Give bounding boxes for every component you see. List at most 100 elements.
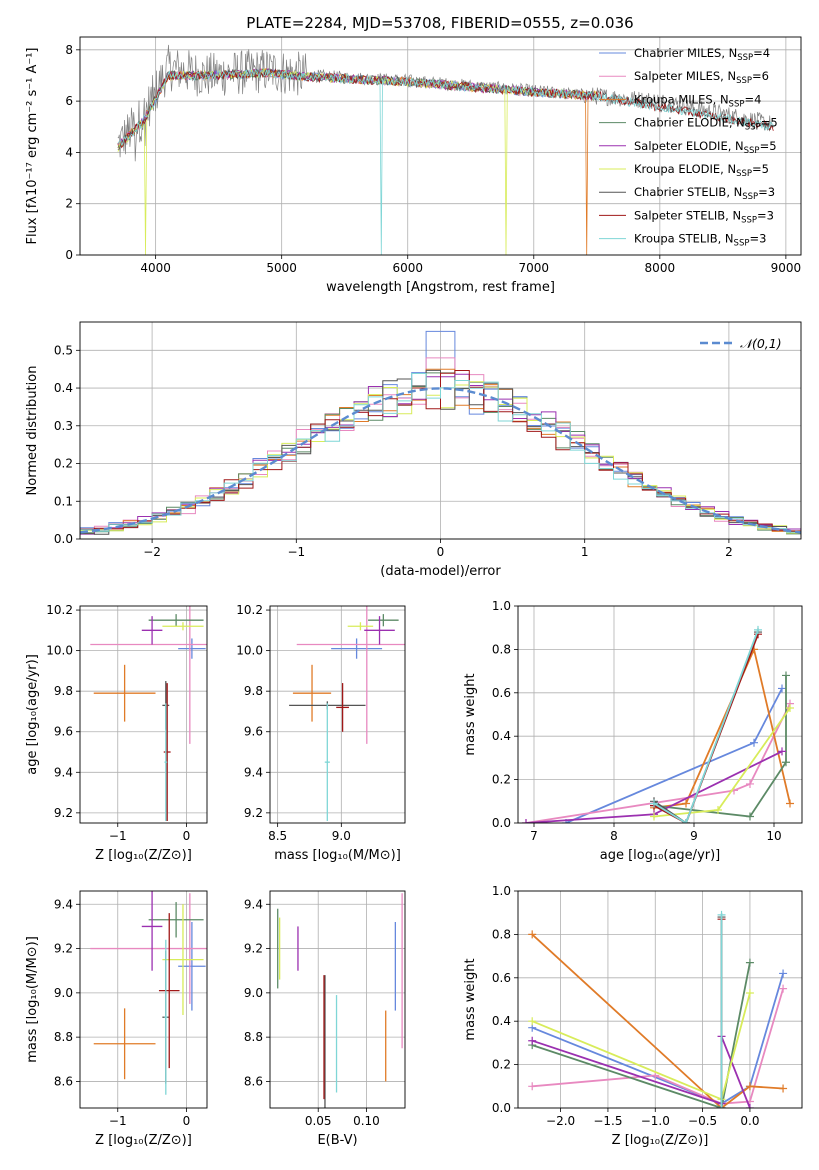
weight-marker: [745, 1082, 754, 1091]
y-tick-label: 9.8: [244, 684, 263, 698]
weight-marker: [786, 799, 794, 808]
x-tick-label: 5000: [266, 261, 297, 275]
y-tick-label: 8: [65, 43, 73, 57]
x-tick-label: −1: [287, 545, 305, 559]
x-axis-label: (data-model)/error: [380, 564, 501, 579]
x-tick-label: 4000: [140, 261, 171, 275]
legend-entry: Chabrier ELODIE, NSSP=5: [634, 116, 778, 133]
x-axis-label: Z [log₁₀(Z/Z⊙)]: [95, 1133, 192, 1148]
y-tick-label: 9.6: [244, 725, 263, 739]
x-axis-label: Z [log₁₀(Z/Z⊙)]: [95, 848, 192, 863]
legend-entry: Kroupa STELIB, NSSP=3: [634, 232, 766, 249]
figure-title: PLATE=2284, MJD=53708, FIBERID=0555, z=0…: [246, 14, 633, 32]
weight-marker: [528, 1036, 537, 1045]
x-tick-label: −1: [109, 829, 127, 843]
y-tick-label: 8.6: [54, 1074, 73, 1088]
x-axis-label: mass [log₁₀(M/M⊙)]: [274, 848, 401, 863]
y-tick-label: 8.8: [244, 1030, 263, 1044]
y-tick-label: 0.2: [54, 457, 73, 471]
legend-entry: 𝒩(0,1): [740, 336, 782, 351]
x-tick-label: 8.5: [268, 829, 287, 843]
y-axis-label: mass weight: [463, 673, 478, 755]
weight-marker: [650, 812, 658, 821]
y-axis-label: Flux [fλ10⁻¹⁷ erg cm⁻² s⁻¹ A⁻¹]: [25, 48, 40, 245]
y-tick-label: 9.4: [54, 765, 73, 779]
y-tick-label: 9.0: [54, 986, 73, 1000]
y-tick-label: 9.8: [54, 684, 73, 698]
y-tick-label: 0: [65, 248, 73, 262]
axes-frame: [79, 890, 208, 1109]
weight-marker: [682, 819, 690, 823]
y-tick-label: 0.4: [492, 1014, 511, 1028]
y-tick-label: 9.6: [54, 725, 73, 739]
y-tick-label: 9.2: [244, 942, 263, 956]
y-tick-label: 4: [65, 145, 73, 159]
y-tick-label: 9.2: [54, 942, 73, 956]
weight-marker: [714, 805, 722, 814]
weight-marker: [782, 671, 790, 680]
y-axis-label: mass [log₁₀(M/M⊙)]: [25, 936, 40, 1063]
x-tick-label: 10: [766, 829, 781, 843]
x-tick-label: −2.0: [546, 1114, 575, 1128]
legend-entry: Salpeter ELODIE, NSSP=5: [634, 139, 777, 156]
y-axis-label: Normed distribution: [25, 366, 40, 496]
y-tick-label: 10.0: [236, 644, 263, 658]
weight-marker: [522, 819, 530, 823]
weight-line-3: [531, 962, 751, 1108]
x-tick-label: −1: [109, 1114, 127, 1128]
weight-line-0: [531, 973, 784, 1105]
weight-marker: [528, 1082, 537, 1091]
weight-marker: [779, 984, 788, 993]
x-axis-label: age [log₁₀(age/yr)]: [600, 848, 721, 863]
x-tick-label: 0: [437, 545, 445, 559]
y-tick-label: 2: [65, 197, 73, 211]
panel-spectrum: Chabrier MILES, NSSP=4 Salpeter MILES, NS…: [25, 36, 802, 295]
y-tick-label: 8.8: [54, 1030, 73, 1044]
x-tick-label: −1.5: [593, 1114, 622, 1128]
x-tick-label: −2: [143, 545, 161, 559]
x-tick-label: 0.10: [353, 1114, 380, 1128]
x-tick-label: 8: [610, 829, 618, 843]
axes-frame: [79, 36, 802, 256]
weight-marker: [745, 958, 754, 967]
panel-mass-weight-vs-age: 7 8 9 10 0.0 0.2 0.4 0.6 0.8 1.0 age [log₁₀(age/yr…: [463, 599, 803, 863]
x-tick-label: 2: [725, 545, 733, 559]
y-tick-label: 9.4: [54, 897, 73, 911]
y-tick-label: 9.4: [244, 765, 263, 779]
weight-line-7: [653, 633, 759, 823]
x-tick-label: 0: [183, 829, 191, 843]
weight-marker: [745, 988, 754, 997]
weight-marker: [750, 738, 758, 747]
weight-line-8: [653, 629, 759, 823]
x-tick-label: 9: [690, 829, 698, 843]
histogram-8: [80, 373, 801, 533]
x-tick-label: 9000: [771, 261, 802, 275]
weight-marker: [782, 758, 790, 767]
panel-age-vs-mass: 8.5 9.0 9.2 9.4 9.6 9.8 10.0 10.2 mass [log₁₀(M/…: [236, 603, 406, 863]
model-spectrum-7: [117, 68, 774, 149]
y-tick-label: 0.6: [492, 971, 511, 985]
x-tick-label: 0: [183, 1114, 191, 1128]
weight-marker: [754, 625, 762, 634]
legend: Chabrier MILES, NSSP=4 Salpeter MILES, NS…: [599, 46, 778, 249]
x-tick-label: 6000: [392, 261, 423, 275]
weight-marker: [528, 1017, 537, 1026]
y-tick-label: 0.3: [54, 419, 73, 433]
weight-marker: [682, 799, 690, 808]
weight-line-1: [525, 703, 791, 823]
plot-area: [522, 625, 794, 823]
y-axis-label: mass weight: [463, 958, 478, 1040]
y-tick-label: 8.6: [244, 1074, 263, 1088]
weight-marker: [650, 799, 658, 808]
legend-entry: Chabrier MILES, NSSP=4: [634, 46, 770, 63]
weight-marker: [778, 747, 786, 756]
weight-marker: [528, 930, 537, 939]
y-tick-label: 9.2: [54, 806, 73, 820]
panel-mass-vs-ebv: 0.05 0.10 8.6 8.8 9.0 9.2 9.4 E(B-V): [244, 890, 406, 1148]
plot-area: [528, 910, 788, 1108]
panel-residuals: 𝒩(0,1) −2 −1 0 1 2 0.0 0.1 0.2 0.3 0.4 0.5 (data-mod…: [25, 321, 802, 579]
weight-marker: [778, 684, 786, 693]
legend-entry: Kroupa MILES, NSSP=4: [634, 92, 761, 109]
y-tick-label: 0.2: [492, 1058, 511, 1072]
